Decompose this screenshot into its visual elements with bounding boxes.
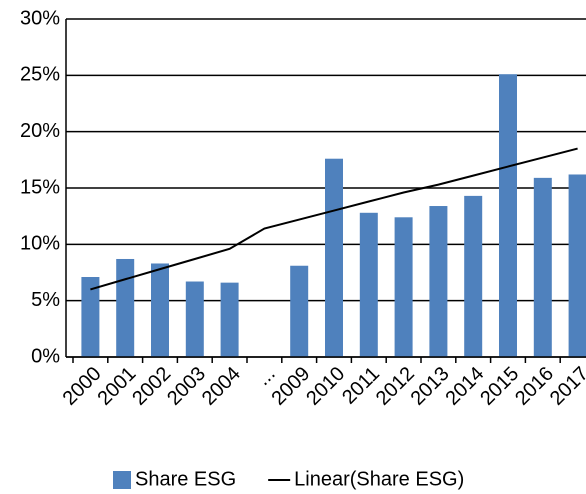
bar [116,258,135,357]
x-tick-label: 2009 [267,363,314,410]
bar [464,195,483,357]
x-tick-label: 2016 [511,363,558,410]
x-tick-label: 2000 [59,363,106,410]
x-tick-label: 2015 [476,363,523,410]
bar [220,282,239,357]
y-tick-label: 25% [20,64,60,86]
y-tick-label: 10% [20,233,60,255]
bar [325,158,343,357]
bar [429,206,448,357]
legend-label: Share ESG [135,468,236,490]
x-tick-label: 2001 [93,363,140,410]
legend-swatch [113,471,131,489]
x-tick-label: 2014 [441,363,488,410]
x-tick-label: 2012 [372,363,419,410]
x-tick-label: 2013 [407,363,454,410]
bar [290,265,309,357]
bar [499,74,517,357]
x-tick-label: 2010 [302,363,349,410]
bar [151,263,169,357]
x-tick-label: 2003 [163,363,210,410]
x-tick-label: 2002 [128,363,175,410]
bar [185,281,204,357]
x-tick-label: 2004 [198,363,245,410]
bar [359,212,378,357]
trend-line [90,147,578,291]
x-tick-label: 2017 [546,363,586,410]
bar [568,174,586,357]
bar [394,217,413,357]
legend-label: Linear(Share ESG) [294,468,464,490]
y-tick-label: 20% [20,120,60,142]
bar [533,177,552,357]
y-tick-label: 15% [20,176,60,198]
y-tick-label: 30% [20,7,60,29]
bar [81,277,100,357]
y-tick-label: 0% [31,345,60,367]
x-tick-label: 2011 [338,363,384,409]
y-tick-label: 5% [31,289,60,311]
